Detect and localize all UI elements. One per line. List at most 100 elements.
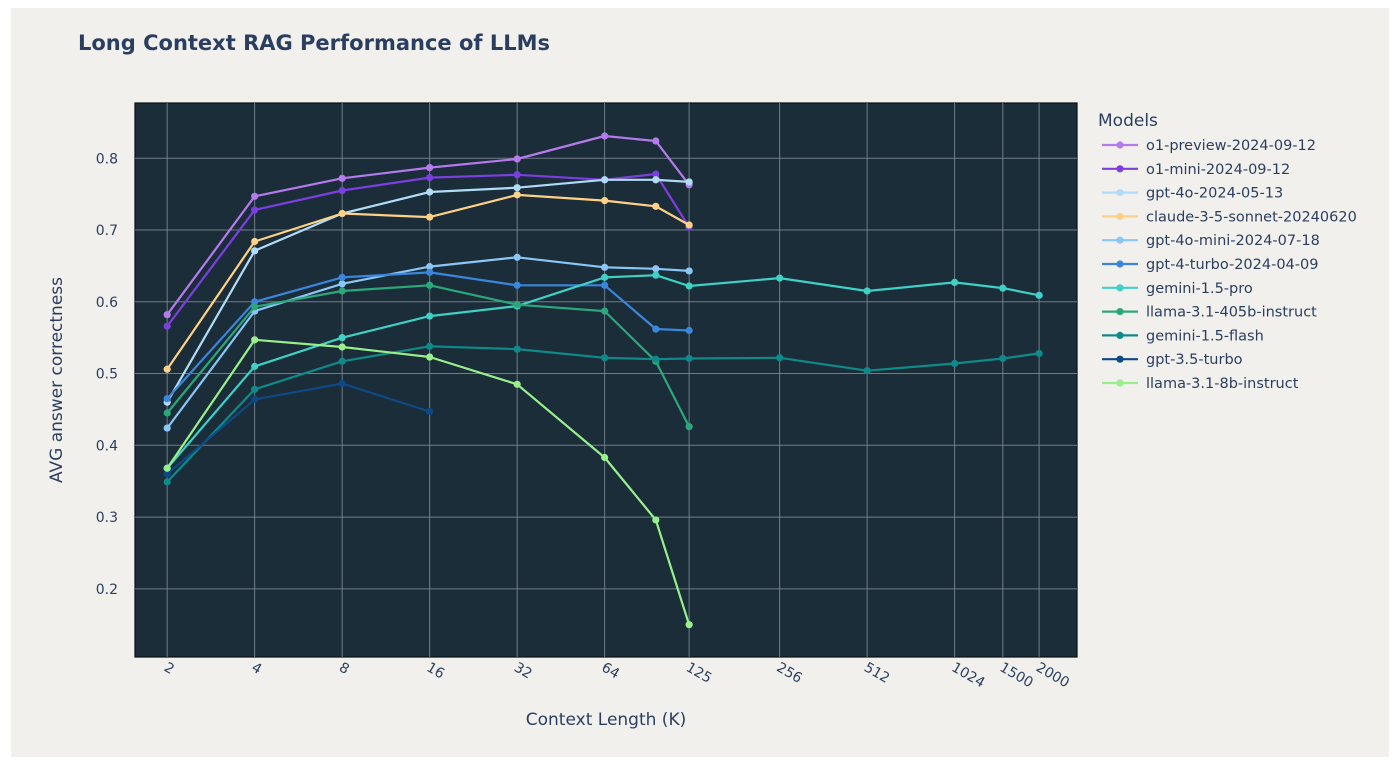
data-point-4 bbox=[251, 395, 259, 403]
data-point-8 bbox=[338, 379, 346, 388]
data-point-96 bbox=[652, 265, 660, 273]
data-point-16 bbox=[426, 263, 434, 271]
data-point-2 bbox=[163, 409, 171, 417]
series-line bbox=[166, 172, 691, 328]
x-tick-label: 1500 bbox=[997, 660, 1036, 692]
data-point-64 bbox=[601, 196, 609, 205]
legend-label: llama-3.1-405b-instruct bbox=[1146, 305, 1317, 321]
data-point-125 bbox=[685, 621, 693, 629]
data-point-96 bbox=[652, 516, 660, 524]
data-point-8 bbox=[338, 280, 346, 288]
x-tick-label: 2 bbox=[161, 660, 177, 678]
x-tick-label: 64 bbox=[599, 660, 623, 683]
legend-item-llama-3.1-405b-instruct[interactable]: llama-3.1-405b-instruct bbox=[1102, 305, 1317, 321]
legend-swatch-marker bbox=[1116, 331, 1124, 339]
legend-swatch-marker bbox=[1116, 260, 1124, 268]
data-point-96 bbox=[652, 271, 660, 279]
data-point-16 bbox=[426, 174, 434, 182]
data-point-32 bbox=[513, 171, 521, 179]
data-point-8 bbox=[338, 273, 346, 281]
series-line bbox=[166, 338, 691, 626]
series-gpt-4o-2024-05-13 bbox=[163, 176, 693, 406]
legend-item-o1-preview-2024-09-12[interactable]: o1-preview-2024-09-12 bbox=[1102, 138, 1316, 154]
data-point-16 bbox=[426, 353, 434, 361]
legend-swatch-marker bbox=[1116, 308, 1124, 316]
y-tick-label: 0.5 bbox=[96, 367, 118, 383]
series-line bbox=[166, 382, 431, 476]
legend-item-gpt-3.5-turbo[interactable]: gpt-3.5-turbo bbox=[1102, 352, 1243, 368]
data-point-2000 bbox=[1035, 349, 1043, 358]
legend-item-o1-mini-2024-09-12[interactable]: o1-mini-2024-09-12 bbox=[1102, 162, 1290, 178]
y-tick-label: 0.4 bbox=[96, 438, 118, 454]
data-point-512 bbox=[863, 367, 871, 375]
data-point-8 bbox=[338, 357, 346, 365]
data-point-96 bbox=[652, 176, 660, 184]
legend-item-llama-3.1-8b-instruct[interactable]: llama-3.1-8b-instruct bbox=[1102, 376, 1299, 392]
legend-swatch-marker bbox=[1116, 189, 1124, 197]
data-point-1500 bbox=[999, 354, 1007, 363]
data-point-32 bbox=[513, 345, 521, 353]
legend-item-gemini-1.5-flash[interactable]: gemini-1.5-flash bbox=[1102, 328, 1264, 344]
data-point-96 bbox=[652, 137, 660, 145]
series-gpt-4-turbo-2024-04-09 bbox=[163, 268, 693, 403]
data-point-16 bbox=[426, 213, 434, 221]
data-point-4 bbox=[251, 206, 259, 214]
data-point-32 bbox=[513, 191, 521, 199]
y-tick-label: 0.7 bbox=[96, 223, 118, 239]
series-line bbox=[166, 193, 691, 371]
data-point-4 bbox=[251, 298, 259, 306]
data-point-125 bbox=[685, 178, 693, 186]
x-tick-label: 512 bbox=[861, 660, 892, 687]
x-tick-label: 32 bbox=[511, 660, 534, 683]
data-point-8 bbox=[338, 334, 346, 342]
legend-label: o1-preview-2024-09-12 bbox=[1146, 138, 1316, 154]
data-point-125 bbox=[685, 267, 693, 275]
data-point-16 bbox=[426, 188, 434, 196]
plot-area bbox=[134, 102, 1078, 658]
y-axis-title: AVG answer correctness bbox=[47, 277, 67, 483]
x-tick-label: 125 bbox=[683, 660, 714, 687]
data-point-512 bbox=[863, 287, 871, 295]
data-point-64 bbox=[601, 132, 609, 140]
legend-item-gemini-1.5-pro[interactable]: gemini-1.5-pro bbox=[1102, 281, 1253, 297]
series-claude-3-5-sonnet-20240620 bbox=[163, 191, 693, 373]
data-point-2 bbox=[163, 322, 171, 330]
data-point-16 bbox=[426, 163, 434, 172]
data-point-64 bbox=[601, 176, 609, 184]
data-point-125 bbox=[685, 282, 693, 290]
data-point-125 bbox=[685, 326, 693, 335]
data-point-96 bbox=[652, 170, 660, 178]
data-point-32 bbox=[513, 380, 521, 388]
data-point-16 bbox=[426, 407, 434, 416]
data-point-1500 bbox=[999, 284, 1007, 292]
data-point-2 bbox=[163, 311, 171, 319]
series-llama-3.1-8b-instruct bbox=[163, 336, 693, 629]
data-point-4 bbox=[251, 385, 259, 393]
series-gpt-4o-mini-2024-07-18 bbox=[163, 253, 693, 432]
data-point-64 bbox=[601, 354, 609, 362]
legend-item-gpt-4-turbo-2024-04-09[interactable]: gpt-4-turbo-2024-04-09 bbox=[1102, 257, 1318, 273]
data-point-32 bbox=[513, 184, 521, 192]
data-point-125 bbox=[685, 221, 693, 229]
data-point-4 bbox=[251, 362, 259, 370]
data-point-256 bbox=[776, 274, 784, 282]
data-point-64 bbox=[601, 453, 609, 462]
legend-item-gpt-4o-mini-2024-07-18[interactable]: gpt-4o-mini-2024-07-18 bbox=[1102, 233, 1320, 249]
legend-label: gemini-1.5-flash bbox=[1146, 328, 1264, 344]
legend-label: gpt-4-turbo-2024-04-09 bbox=[1146, 257, 1318, 273]
data-point-8 bbox=[338, 174, 346, 182]
data-point-1024 bbox=[951, 278, 959, 287]
data-point-16 bbox=[426, 312, 434, 320]
series-gpt-3.5-turbo bbox=[163, 379, 434, 478]
data-point-2 bbox=[163, 365, 171, 373]
series-line bbox=[166, 271, 691, 400]
data-point-125 bbox=[685, 354, 693, 363]
legend-item-gpt-4o-2024-05-13[interactable]: gpt-4o-2024-05-13 bbox=[1102, 186, 1283, 202]
data-point-2 bbox=[163, 424, 171, 432]
legend-label: llama-3.1-8b-instruct bbox=[1146, 376, 1299, 392]
legend-item-claude-3-5-sonnet-20240620[interactable]: claude-3-5-sonnet-20240620 bbox=[1102, 209, 1357, 225]
data-point-4 bbox=[251, 336, 259, 344]
data-point-8 bbox=[338, 209, 346, 218]
y-tick-label: 0.3 bbox=[96, 510, 118, 526]
